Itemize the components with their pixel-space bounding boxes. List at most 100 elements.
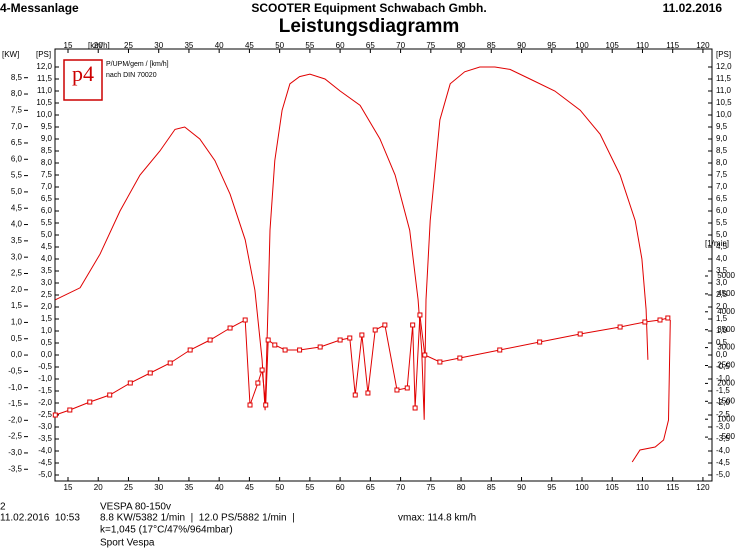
y-tick-label-right: 10,0 — [716, 110, 732, 119]
y-tick-label-right: 0,0 — [716, 350, 728, 359]
y-tick-label: 0,0 — [41, 350, 53, 359]
x-axis-label: [km/h] — [88, 41, 110, 50]
y2-tick-label: 1500 — [717, 396, 735, 405]
y-tick-label: 8,0 — [41, 158, 53, 167]
y-tick-label: 4,5 — [41, 242, 53, 251]
kw-tick-label: 4,5 — [11, 203, 23, 212]
x-tick-label: 45 — [245, 483, 254, 492]
data-point — [247, 402, 253, 408]
y-tick-label-right: -3,5 — [716, 434, 730, 443]
y2-tick-label: 500 — [722, 432, 736, 441]
legend-text: nach DIN 70020 — [106, 72, 157, 79]
x-tick-label: 20 — [94, 41, 103, 50]
y-tick-label: -5,0 — [38, 470, 52, 479]
y-tick-label-right: -2,5 — [716, 410, 730, 419]
data-point — [497, 347, 503, 353]
y-tick-label-right: 6,0 — [716, 206, 728, 215]
x-tick-label: 30 — [154, 483, 163, 492]
y-tick-label-right: 2,5 — [716, 290, 728, 299]
y-axis-label-right: [PS] — [716, 50, 731, 59]
kw-tick-label: -0,5 — [8, 366, 22, 375]
y-tick-label-right: -5,0 — [716, 470, 730, 479]
y-tick-label-right: -1,5 — [716, 386, 730, 395]
kw-tick-label: 0,5 — [11, 334, 23, 343]
data-point — [365, 390, 371, 396]
y-tick-label: -2,0 — [38, 398, 52, 407]
kw-tick-label: -3,5 — [8, 464, 22, 473]
plot-frame — [54, 48, 713, 482]
y2-tick-label: 2000 — [717, 379, 735, 388]
y-tick-label-right: 7,0 — [716, 182, 728, 191]
y-tick-label-right: -0,5 — [716, 362, 730, 371]
kw-tick-label: 2,0 — [11, 285, 23, 294]
y2-tick-label: 4500 — [717, 289, 735, 298]
y-tick-label: 5,0 — [41, 230, 53, 239]
y-tick-label: 7,5 — [41, 170, 53, 179]
y-tick-label: 10,5 — [36, 98, 52, 107]
y-tick-label-right: 5,0 — [716, 230, 728, 239]
x-tick-label: 55 — [305, 41, 314, 50]
data-point — [52, 412, 58, 418]
data-point — [227, 325, 233, 331]
data-point — [207, 337, 213, 343]
data-point — [577, 331, 583, 337]
x-tick-label: 115 — [666, 483, 679, 492]
x-tick-label: 15 — [64, 41, 73, 50]
data-line — [55, 66, 649, 420]
y-tick-label: 12,0 — [36, 62, 52, 71]
data-point — [297, 347, 303, 353]
data-point — [282, 347, 288, 353]
y2-tick-label: 3500 — [717, 325, 735, 334]
kw-tick-label: 7,0 — [11, 122, 23, 131]
x-tick-label: 65 — [366, 483, 375, 492]
kw-tick-label: -1,0 — [8, 383, 22, 392]
x-tick-label: 105 — [606, 483, 620, 492]
x-tick-label: 50 — [275, 41, 284, 50]
data-point — [412, 405, 418, 411]
data-point — [347, 335, 353, 341]
y-tick-label-right: -4,5 — [716, 458, 730, 467]
x-tick-label: 120 — [696, 41, 710, 50]
y-tick-label: 4,0 — [41, 254, 53, 263]
header-center: SCOOTER Equipment Schwabach Gmbh. — [251, 1, 486, 15]
y-tick-label: 1,5 — [41, 314, 53, 323]
y-tick-label-right: 3,0 — [716, 278, 728, 287]
data-point — [259, 367, 265, 373]
x-tick-label: 40 — [215, 483, 224, 492]
data-point — [359, 332, 365, 338]
y-tick-label-right: 11,5 — [716, 74, 732, 83]
data-point — [665, 315, 671, 321]
kw-tick-label: 3,0 — [11, 252, 23, 261]
data-line — [55, 314, 669, 416]
footer-datetime: 11.02.2016 10:53 — [0, 513, 80, 524]
data-point — [410, 322, 416, 328]
x-tick-label: 105 — [606, 41, 620, 50]
y-tick-label-right: -4,0 — [716, 446, 730, 455]
data-point — [167, 360, 173, 366]
y-tick-label: 6,0 — [41, 206, 53, 215]
y2-tick-label: 3000 — [717, 343, 735, 352]
y-tick-label: 6,5 — [41, 194, 53, 203]
data-point — [147, 370, 153, 376]
footer-note: Sport Vespa — [100, 538, 155, 549]
y-tick-label: -4,5 — [38, 458, 52, 467]
y-tick-label: 2,0 — [41, 302, 53, 311]
data-point — [372, 327, 378, 333]
footer-run: 2 — [0, 502, 6, 513]
footer-vehicle: VESPA 80-150v — [100, 502, 171, 513]
data-point — [107, 392, 113, 398]
y-tick-label-right: -2,0 — [716, 398, 730, 407]
kw-tick-label: 0,0 — [11, 350, 23, 359]
y-tick-label: -2,5 — [38, 410, 52, 419]
y-tick-label-right: 1,5 — [716, 314, 728, 323]
y-tick-label: 11,0 — [37, 86, 53, 95]
x-tick-label: 55 — [305, 483, 314, 492]
kw-tick-label: 1,0 — [11, 318, 23, 327]
x-tick-label: 60 — [336, 483, 345, 492]
x-tick-label: 50 — [275, 483, 284, 492]
logo: p4 — [72, 61, 94, 86]
data-point — [263, 402, 269, 408]
header-left: 4-Messanlage — [0, 1, 79, 15]
y-tick-label: -1,5 — [38, 386, 52, 395]
